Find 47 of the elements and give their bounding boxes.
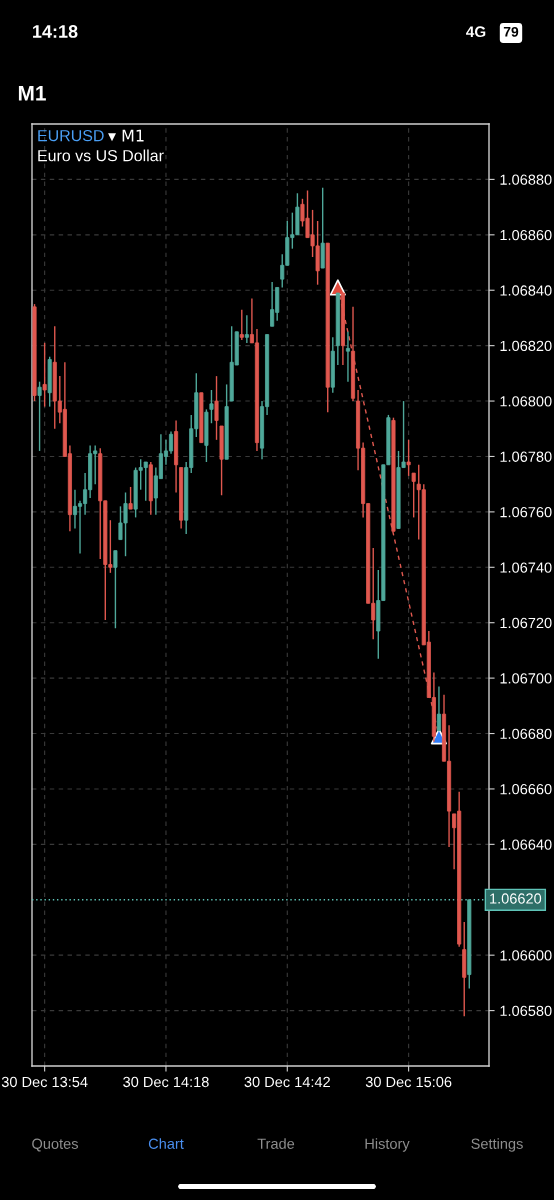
candlestick (37, 380, 42, 452)
text: Chart (148, 1138, 184, 1149)
text: 14:18 (33, 25, 78, 38)
candlestick (345, 331, 350, 383)
x-tick-label: 30 Dec 15:06 (365, 1076, 452, 1088)
candlestick (406, 439, 411, 477)
y-tick-label: 1.06780 (500, 451, 552, 462)
y-tick-label: 1.06820 (500, 340, 552, 352)
y-tick-label: 1.06680 (500, 728, 552, 739)
y-tick-label: 1.06600 (500, 950, 552, 961)
candlestick (42, 342, 47, 408)
candlestick (239, 308, 244, 341)
candlestick (214, 375, 219, 441)
x-tick-label: 30 Dec 13:54 (1, 1076, 88, 1088)
annotation: ▾ M1 (108, 129, 144, 142)
text: 4G (466, 26, 486, 38)
y-tick-label: 1.06760 (500, 506, 552, 518)
text: M1 (18, 86, 46, 101)
y-tick-label: 1.06840 (500, 285, 552, 296)
candlestick (113, 549, 118, 629)
y-tick-label: 1.06860 (500, 229, 552, 241)
candlestick (72, 489, 78, 530)
candlestick (168, 430, 174, 455)
candlestick (244, 314, 249, 344)
y-tick-label: 1.06880 (500, 174, 552, 185)
y-tick-label: 1.06720 (500, 617, 552, 629)
candlestick (270, 281, 275, 327)
text: Quotes (32, 1138, 78, 1152)
text: Trade (257, 1138, 295, 1149)
text: Settings (471, 1138, 523, 1152)
text: History (365, 1138, 410, 1152)
y-tick-label: 1.06640 (500, 839, 552, 850)
chart-title: EURUSD (38, 129, 104, 142)
y-tick-label: 1.06660 (500, 784, 552, 795)
y-tick-label: 1.06800 (500, 396, 552, 407)
y-tick-label: 1.06740 (500, 562, 552, 573)
x-tick-label: 30 Dec 14:42 (244, 1076, 330, 1088)
candlestick (436, 685, 441, 732)
y-tick-label: 1.06580 (500, 1005, 552, 1017)
candlestick (128, 486, 133, 510)
x-tick-label: 30 Dec 14:18 (123, 1076, 209, 1088)
text: Euro vs US Dollar (38, 149, 164, 162)
ref-line-label: 1.06620 (490, 893, 542, 904)
candlestick (209, 389, 214, 424)
text: 79 (503, 26, 519, 37)
y-tick-label: 1.06700 (500, 673, 552, 684)
candlestick (411, 472, 416, 519)
